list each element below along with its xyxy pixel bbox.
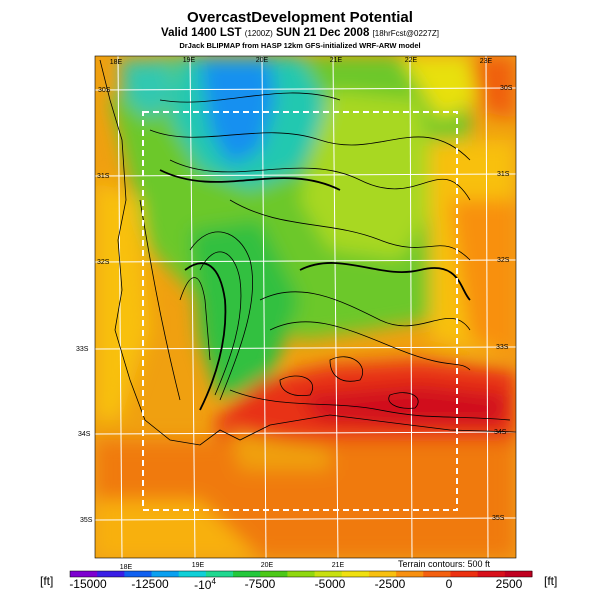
lon-labels-top: 18E 19E 20E 21E 22E 23E <box>110 57 493 66</box>
valid-time: Valid 1400 LST <box>161 27 242 39</box>
colorbar-tick: 0 <box>445 577 453 591</box>
colorbar-tick-with-exponent: -104 <box>194 577 216 592</box>
lat-label: 35S <box>492 515 505 522</box>
lat-label: 33S <box>496 344 509 351</box>
lon-label: 18E <box>120 564 133 571</box>
colorbar-swatch <box>287 571 316 577</box>
lat-label: 34S <box>78 431 91 438</box>
lon-label: 19E <box>192 562 205 569</box>
lat-label: 35S <box>80 517 93 524</box>
colorbar-swatch <box>124 571 153 577</box>
lat-lon-grid <box>95 56 516 558</box>
colorbar-tick: -5000 <box>314 577 346 591</box>
forecast-info: [18hrFcst@0227Z] <box>372 29 439 38</box>
colorbar-swatch <box>97 571 125 577</box>
terrain-contours <box>139 92 511 421</box>
lat-label: 34S <box>494 429 507 436</box>
lon-labels-bottom: 18E 19E 20E 21E <box>120 562 345 571</box>
colorbar-tick: -2500 <box>374 577 406 591</box>
lat-label: 32S <box>497 257 510 264</box>
terrain-contours-bold <box>159 169 471 411</box>
lon-label: 18E <box>110 59 123 66</box>
lat-label: 30S <box>98 87 111 94</box>
lat-label: 33S <box>76 346 89 353</box>
colorbar-swatch <box>178 571 207 577</box>
colorbar-tick: -15000 <box>69 577 107 591</box>
colorbar-swatch <box>314 571 343 577</box>
lat-labels-right: 30S 31S 32S 33S 34S 35S <box>492 85 513 522</box>
terrain-contour-note: Terrain contours: 500 ft <box>398 559 491 569</box>
lon-label: 22E <box>405 57 418 64</box>
lat-label: 30S <box>500 85 513 92</box>
lon-label: 21E <box>330 57 343 64</box>
colorbar-tick: -10 <box>194 578 212 592</box>
colorbar-tick: -12500 <box>131 577 169 591</box>
coastline <box>99 59 517 446</box>
lat-labels-left: 30S 31S 32S 33S 34S 35S <box>76 87 111 524</box>
colorbar-swatch <box>341 571 370 577</box>
colorbar-swatch <box>423 571 451 577</box>
colorbar-swatch <box>260 571 288 577</box>
lon-label: 20E <box>256 57 269 64</box>
colorbar-swatch <box>368 571 397 577</box>
colorbar-tick: -7500 <box>244 577 276 591</box>
lon-label: 20E <box>261 562 274 569</box>
colorbar-tick: 2500 <box>495 577 523 591</box>
colorbar-swatch <box>70 571 98 577</box>
lon-label: 23E <box>480 58 493 65</box>
model-credit: DrJack BLIPMAP from HASP 12km GFS-initia… <box>179 41 421 50</box>
colorbar-swatch <box>233 571 261 577</box>
colorbar-swatch <box>396 571 424 577</box>
field-layer <box>95 56 516 558</box>
lon-label: 21E <box>332 562 345 569</box>
colorbar-swatch <box>504 571 533 577</box>
colorbar-swatch <box>151 571 180 577</box>
valid-time-line: Valid 1400 LST (1200Z) SUN 21 Dec 2008 [… <box>0 27 600 39</box>
lat-label: 31S <box>497 171 510 178</box>
valid-date: SUN 21 Dec 2008 <box>276 27 370 39</box>
utc-time: (1200Z) <box>244 29 273 38</box>
inner-domain-box <box>142 111 458 511</box>
lat-label: 31S <box>97 173 110 180</box>
colorbar-swatch <box>205 571 234 577</box>
lat-label: 32S <box>97 259 110 266</box>
colorbar-swatch <box>450 571 479 577</box>
lon-label: 19E <box>183 57 196 64</box>
map-title: OvercastDevelopment Potential <box>187 9 413 26</box>
colorbar-swatch <box>477 571 506 577</box>
colorbar-border <box>69 570 533 578</box>
colorbar <box>69 570 533 578</box>
colorbar-tick-exponent: 4 <box>211 577 216 586</box>
colorbar-unit-left: [ft] <box>40 574 54 588</box>
colorbar-unit-right: [ft] <box>544 574 558 588</box>
